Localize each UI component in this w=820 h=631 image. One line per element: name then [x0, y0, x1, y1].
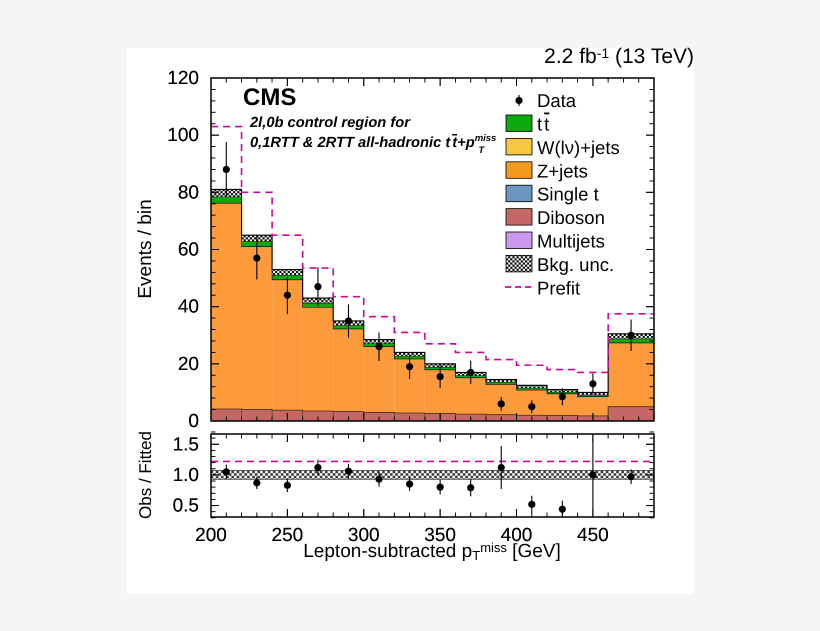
svg-text:250: 250 [272, 525, 304, 546]
svg-text:80: 80 [178, 182, 199, 203]
svg-text:W(lν)+jets: W(lν)+jets [537, 137, 620, 158]
svg-text:2.2 fb-1 (13 TeV): 2.2 fb-1 (13 TeV) [544, 45, 694, 68]
svg-text:Single t: Single t [537, 184, 599, 205]
svg-text:0.5: 0.5 [173, 496, 199, 517]
svg-text:20: 20 [178, 354, 199, 375]
svg-text:Z+jets: Z+jets [537, 160, 588, 181]
svg-text:100: 100 [167, 125, 199, 146]
svg-text:Bkg. unc.: Bkg. unc. [537, 254, 614, 275]
svg-text:120: 120 [167, 68, 199, 89]
svg-text:Data: Data [537, 90, 577, 111]
svg-text:300: 300 [348, 525, 380, 546]
svg-text:1.5: 1.5 [173, 434, 199, 455]
svg-text:0: 0 [188, 411, 199, 432]
svg-text:Prefit: Prefit [537, 277, 580, 298]
svg-text:Events / bin: Events / bin [135, 199, 156, 298]
svg-text:Multijets: Multijets [537, 231, 605, 252]
svg-text:1.0: 1.0 [173, 465, 199, 486]
svg-text:400: 400 [501, 525, 533, 546]
svg-text:200: 200 [195, 525, 227, 546]
svg-text:450: 450 [577, 525, 609, 546]
svg-text:40: 40 [178, 297, 199, 318]
svg-text:2l,0b control region for: 2l,0b control region for [249, 115, 411, 131]
svg-text:Diboson: Diboson [537, 207, 605, 228]
svg-text:350: 350 [424, 525, 456, 546]
svg-text:Obs / Fitted: Obs / Fitted [136, 431, 155, 519]
svg-text:60: 60 [178, 240, 199, 261]
svg-text:CMS: CMS [243, 84, 296, 111]
